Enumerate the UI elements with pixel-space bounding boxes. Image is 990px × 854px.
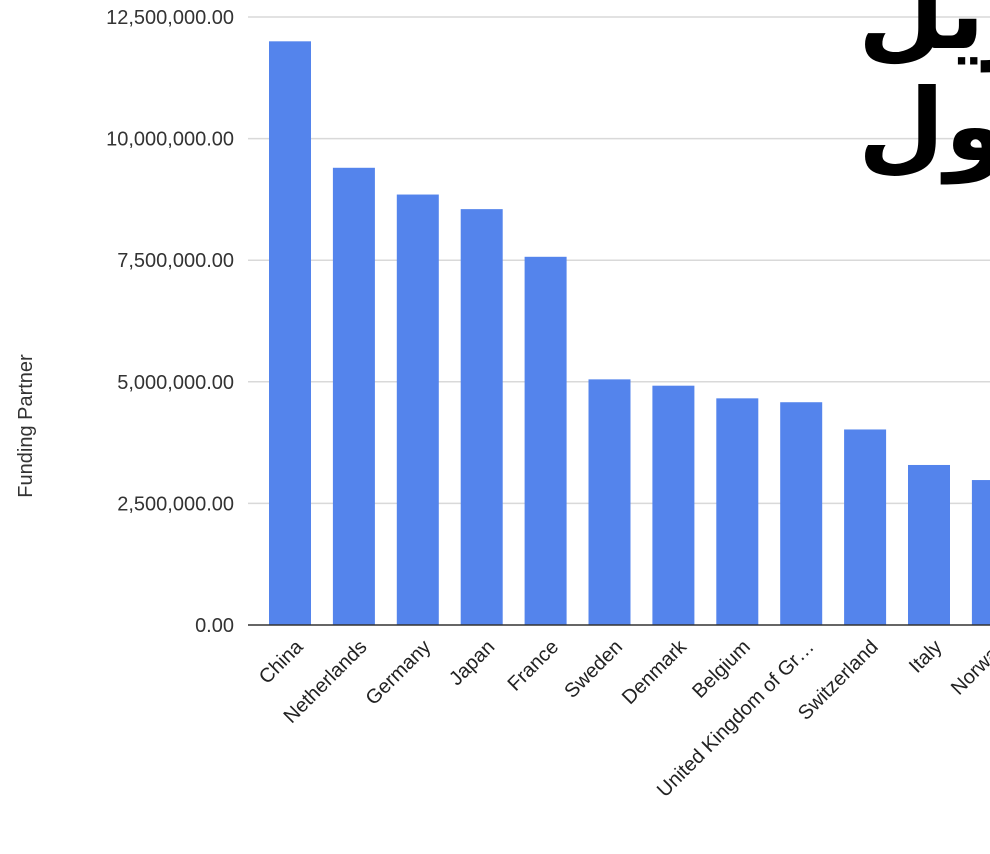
x-category-label: France: [504, 636, 564, 696]
x-category-label: Japan: [445, 636, 499, 690]
chart-title-line-2: الدول: [858, 67, 990, 185]
y-tick-label: 2,500,000.00: [117, 493, 234, 515]
chart-title-line-1: تمويل: [858, 0, 990, 73]
bar-belgium: [716, 398, 759, 625]
bar-france: [524, 256, 567, 625]
bar-switzerland: [844, 429, 887, 625]
chart-title: تمويل الدول: [858, 0, 990, 185]
y-tick-label: 7,500,000.00: [117, 250, 234, 272]
y-tick-label: 12,500,000.00: [106, 7, 234, 29]
y-axis-tick-labels: 0.00 2,500,000.00 5,000,000.00 7,500,000.00…: [106, 7, 234, 637]
x-category-label: Germany: [362, 636, 436, 710]
x-category-label: Norway: [947, 636, 990, 699]
x-category-label: Sweden: [560, 636, 627, 703]
bar-italy: [908, 464, 950, 625]
x-category-label: Denmark: [618, 635, 692, 709]
x-category-label: Belgium: [688, 636, 755, 703]
y-tick-label: 10,000,000.00: [106, 129, 234, 151]
bar-norway: [971, 480, 990, 625]
bar-china: [269, 41, 311, 625]
bar-united-kingdom-of-gr: [780, 402, 823, 625]
bars: [269, 41, 990, 626]
bar-netherlands: [332, 167, 375, 625]
x-category-label: Italy: [905, 636, 946, 677]
y-axis-title: Funding Partner: [15, 354, 37, 498]
bar-japan: [460, 209, 503, 626]
y-tick-label: 5,000,000.00: [117, 372, 234, 394]
x-category-label: China: [255, 635, 308, 688]
bar-sweden: [588, 379, 631, 625]
y-tick-label: 0.00: [195, 615, 234, 637]
bar-germany: [396, 194, 439, 625]
bar-denmark: [652, 385, 695, 625]
